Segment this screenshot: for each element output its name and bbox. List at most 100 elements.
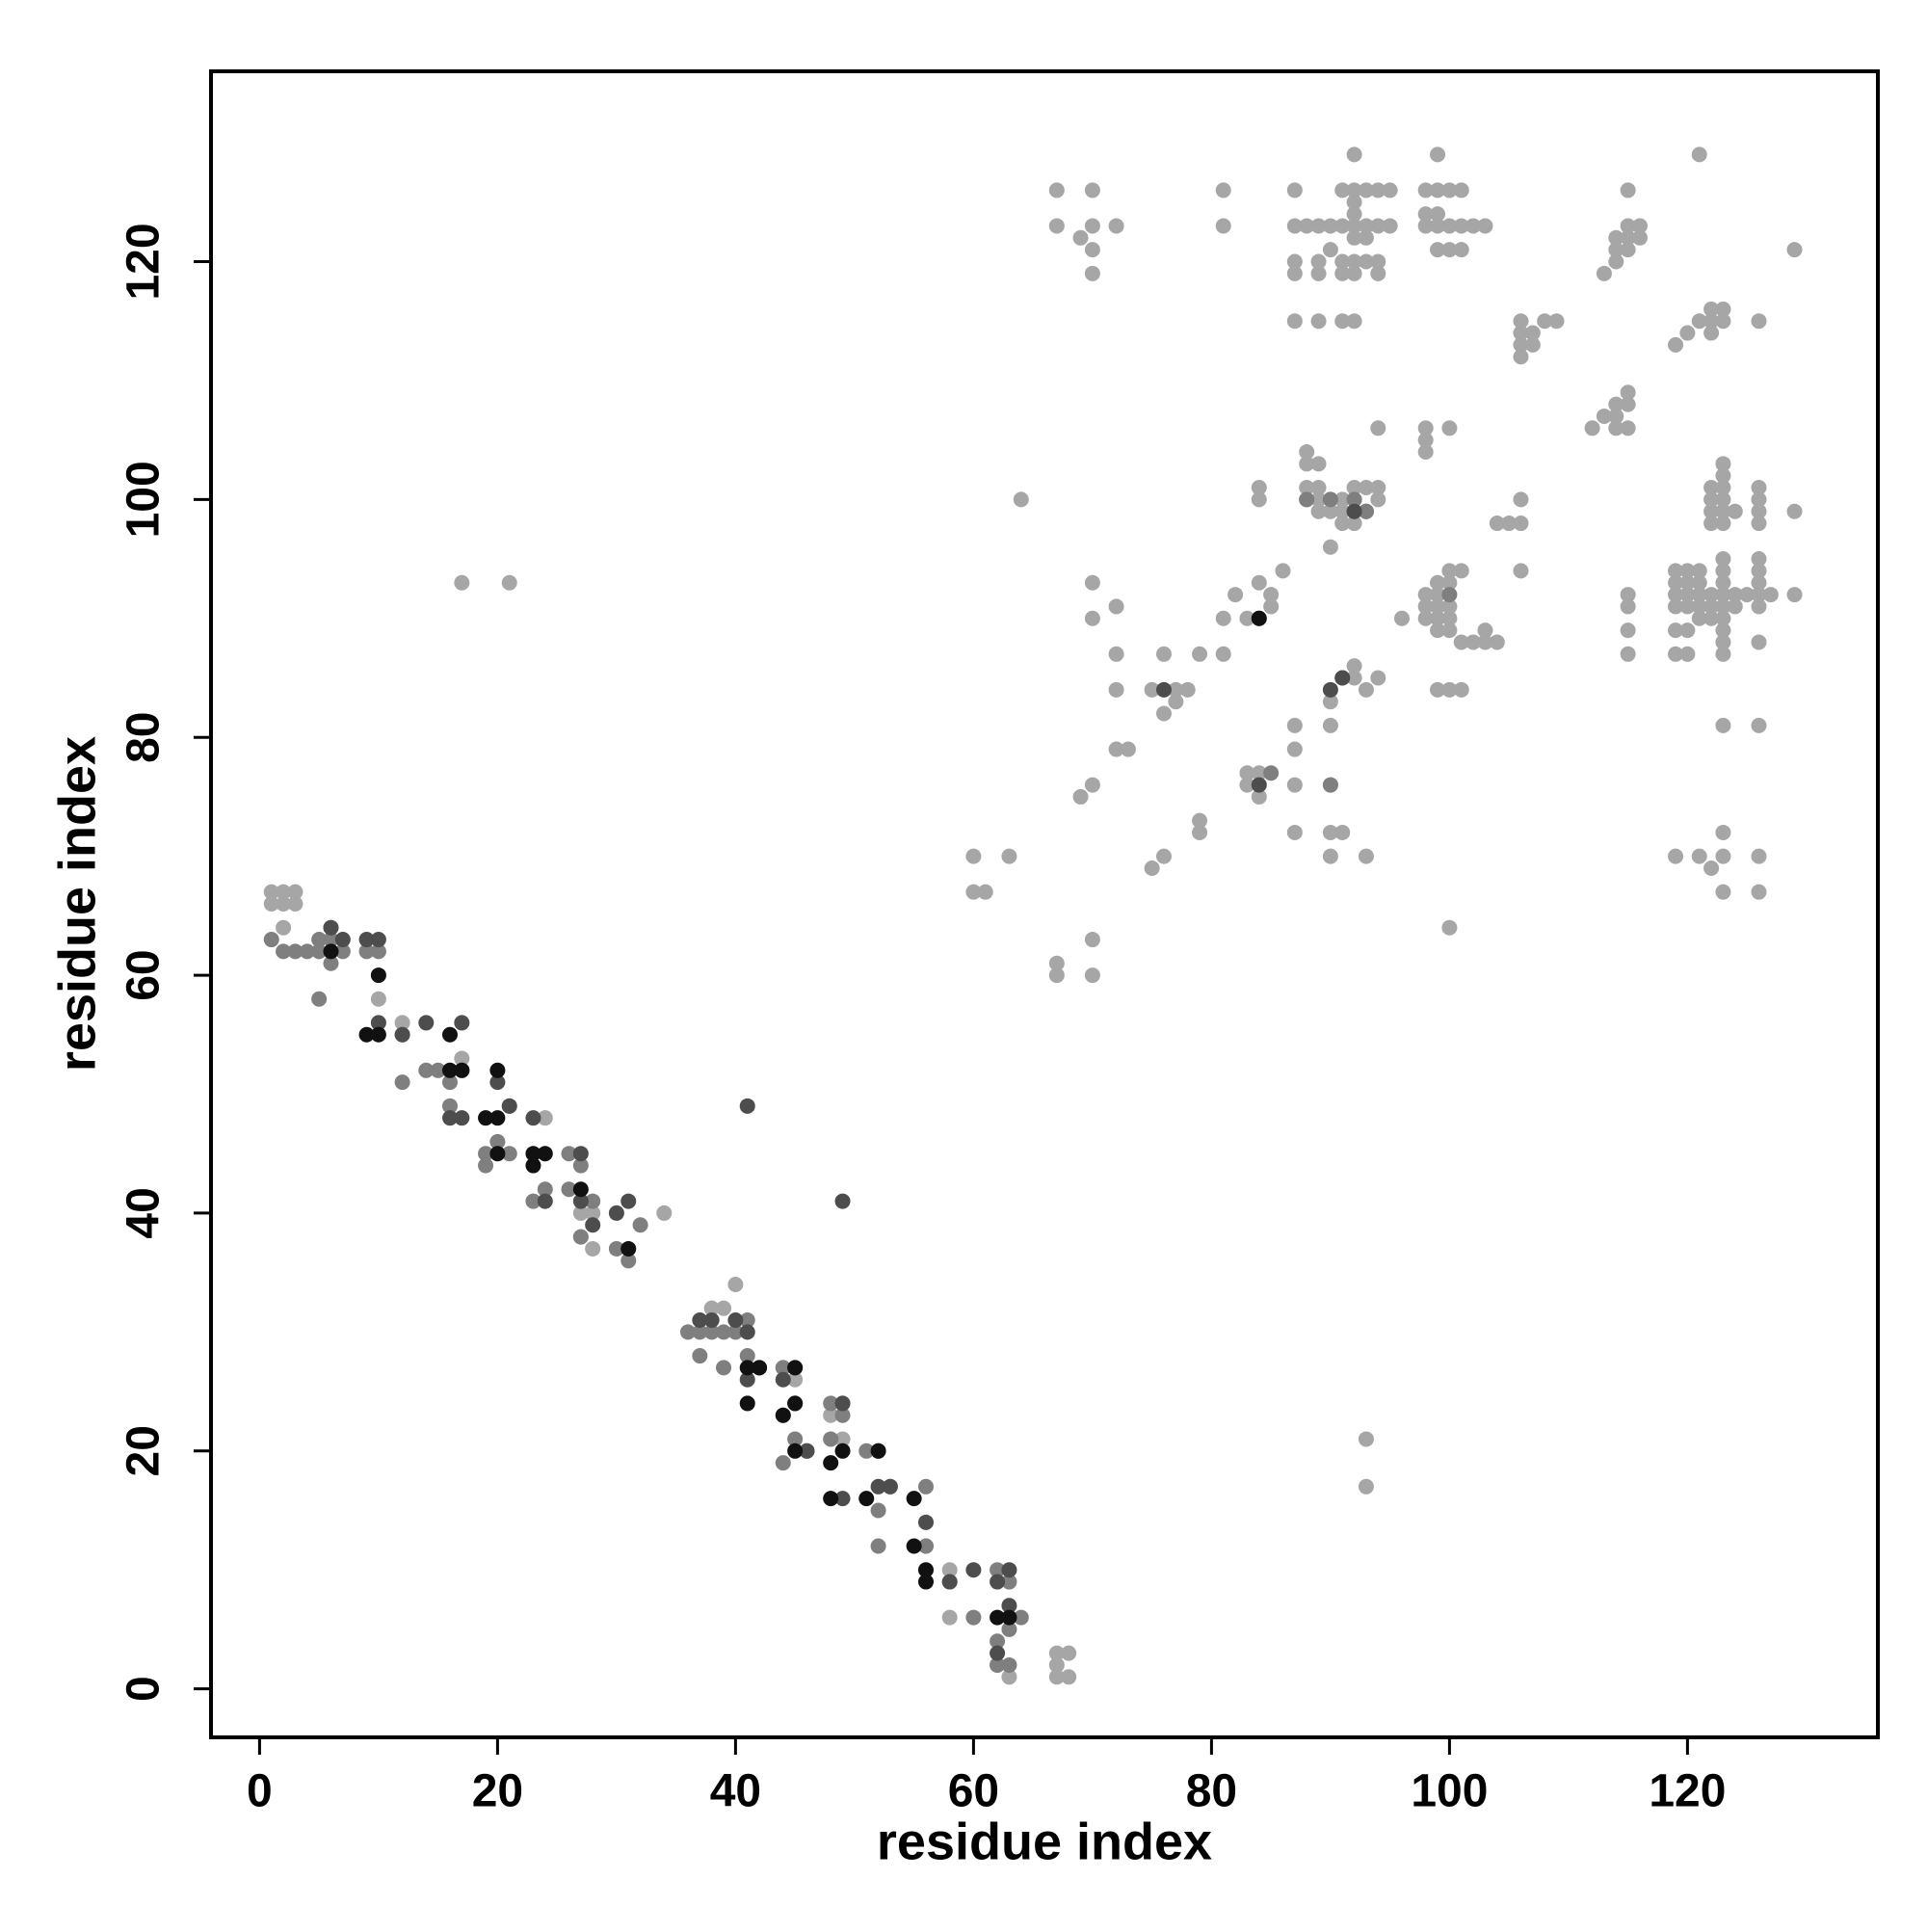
point (1179, 681, 1196, 698)
point (1751, 884, 1767, 900)
point (441, 1062, 458, 1078)
point (1108, 741, 1124, 757)
point (1322, 848, 1338, 864)
point (1370, 420, 1386, 437)
point (1310, 218, 1327, 234)
point (1715, 848, 1731, 864)
point (1417, 206, 1434, 223)
x-tick-label: 80 (1186, 1766, 1237, 1817)
point (1715, 622, 1731, 639)
point (1620, 598, 1636, 615)
point (394, 1015, 410, 1031)
point (692, 1324, 708, 1340)
point (276, 943, 292, 960)
point (1358, 681, 1374, 698)
x-tick-label: 100 (1411, 1766, 1488, 1817)
point (775, 1360, 791, 1376)
point (1370, 218, 1386, 234)
point (739, 1348, 755, 1364)
point (1513, 491, 1529, 508)
point (1322, 242, 1338, 258)
point (1703, 491, 1720, 508)
point (620, 1253, 637, 1269)
point (1631, 218, 1648, 234)
point (906, 1491, 922, 1507)
point (917, 1514, 934, 1530)
point (1346, 146, 1362, 163)
point (1251, 765, 1267, 781)
point (585, 1204, 601, 1221)
point (1513, 563, 1529, 579)
point (1310, 253, 1327, 270)
point (394, 1026, 410, 1043)
point (1441, 563, 1458, 579)
y-tick-label: 0 (119, 1676, 170, 1702)
point (1299, 480, 1315, 496)
point (1322, 539, 1338, 555)
point (1524, 325, 1541, 341)
point (489, 1062, 506, 1078)
point (941, 1574, 958, 1590)
point (1108, 646, 1124, 662)
point (1084, 218, 1100, 234)
point (870, 1442, 886, 1459)
point (834, 1431, 851, 1447)
point (525, 1157, 541, 1174)
point (478, 1110, 494, 1126)
point (739, 1098, 755, 1114)
point (1691, 313, 1707, 330)
point (1001, 1609, 1017, 1626)
point (1739, 587, 1755, 603)
point (739, 1360, 755, 1376)
point (1703, 598, 1720, 615)
point (1620, 242, 1636, 258)
point (1477, 218, 1493, 234)
point (1751, 313, 1767, 330)
y-axis-title: residue index (48, 736, 106, 1072)
point (1084, 182, 1100, 198)
point (1358, 848, 1374, 864)
point (1334, 313, 1351, 330)
point (370, 1015, 386, 1031)
point (1048, 955, 1065, 971)
point (965, 884, 982, 900)
point (679, 1324, 696, 1340)
point (1322, 824, 1338, 840)
point (1727, 587, 1743, 603)
point (1286, 824, 1303, 840)
point (1441, 420, 1458, 437)
point (1310, 313, 1327, 330)
point (775, 1407, 791, 1423)
point (1751, 491, 1767, 508)
point (1715, 551, 1731, 568)
point (1334, 670, 1351, 686)
point (965, 848, 982, 864)
point (1430, 574, 1446, 591)
point (834, 1491, 851, 1507)
point (1251, 777, 1267, 793)
point (1608, 253, 1624, 270)
point (1334, 503, 1351, 519)
point (441, 1098, 458, 1114)
point (1370, 491, 1386, 508)
point (1299, 443, 1315, 460)
point (823, 1491, 839, 1507)
point (752, 1360, 768, 1376)
point (478, 1157, 494, 1174)
point (1370, 253, 1386, 270)
point (1286, 717, 1303, 733)
point (323, 943, 339, 960)
point (1691, 848, 1707, 864)
point (1668, 598, 1684, 615)
point (1251, 574, 1267, 591)
point (1393, 610, 1410, 626)
point (1430, 182, 1446, 198)
point (1370, 182, 1386, 198)
point (1608, 229, 1624, 246)
point (489, 1110, 506, 1126)
point (1453, 681, 1469, 698)
point (1703, 301, 1720, 317)
point (454, 1062, 470, 1078)
point (1358, 1478, 1374, 1495)
